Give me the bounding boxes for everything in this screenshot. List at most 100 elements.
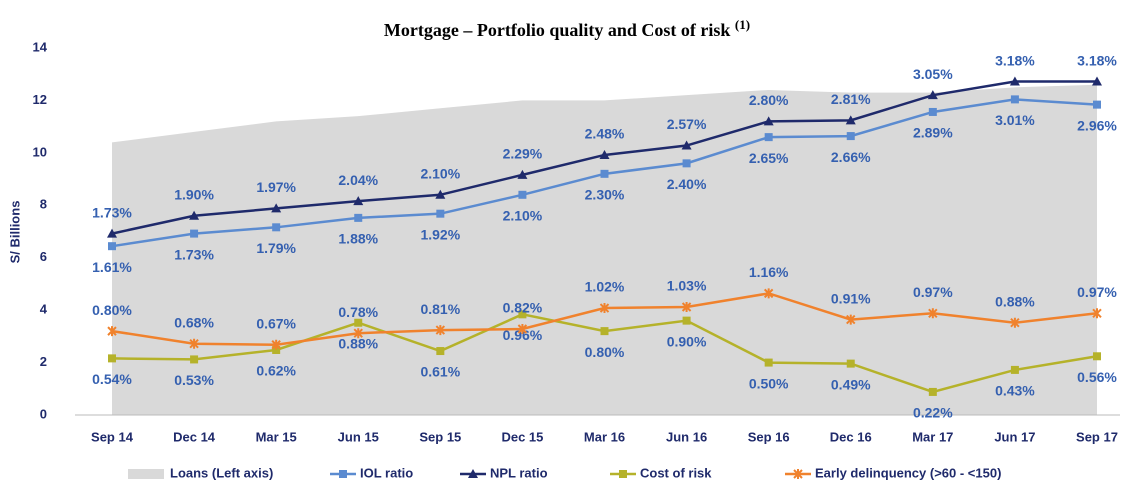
marker [682,159,691,168]
y-axis-label: S/ Billions [7,201,22,264]
marker [928,308,938,319]
marker [468,469,478,478]
marker [190,355,199,364]
data-label: 1.97% [256,179,296,195]
data-label: 1.73% [174,246,214,262]
marker [600,169,609,178]
data-label: 0.62% [256,363,296,379]
y-tick-label: 4 [40,302,48,317]
marker [1009,76,1020,86]
data-label: 1.61% [92,259,132,275]
marker [189,338,199,349]
marker [763,116,774,126]
marker [517,324,528,335]
marker [846,314,856,325]
data-label: 3.01% [995,112,1035,128]
data-label: 0.67% [256,315,296,331]
marker [107,326,117,337]
y-tick-label: 6 [40,249,47,264]
marker [681,140,692,150]
data-label: 2.48% [585,126,625,142]
data-label: 0.80% [585,344,625,360]
marker [518,190,527,199]
x-tick-label: Jun 17 [994,429,1035,444]
marker [189,210,200,220]
title-note: (1) [735,17,750,32]
data-label: 1.73% [92,204,132,220]
x-tick-label: Jun 15 [338,429,379,444]
marker [353,196,364,206]
data-label: 2.57% [667,116,707,132]
marker [354,213,363,222]
y-tick-label: 10 [33,144,47,159]
marker [1092,76,1102,86]
data-label: 2.80% [749,92,789,108]
marker [517,169,528,179]
marker [353,328,363,339]
data-label: 0.80% [92,302,132,318]
marker [793,469,803,479]
marker [339,470,347,478]
y-tick-label: 8 [40,197,47,212]
marker [764,133,773,142]
x-tick-label: Mar 16 [584,429,625,444]
x-tick-label: Jun 16 [666,429,707,444]
marker [435,325,446,336]
data-label: 0.68% [174,314,214,330]
marker [354,318,363,327]
marker [1010,95,1019,104]
marker [845,115,856,125]
marker [436,209,445,218]
data-label: 0.43% [995,383,1035,399]
data-label: 1.03% [667,278,707,294]
data-label: 2.10% [503,208,543,224]
data-label: 2.29% [503,146,543,162]
marker [600,327,609,336]
data-label: 3.18% [1077,52,1117,68]
x-tick-label: Dec 15 [501,429,543,444]
marker [108,354,116,363]
marker [619,470,627,478]
data-label: 0.49% [831,376,871,392]
legend-label: NPL ratio [490,465,548,480]
data-label: 0.90% [667,333,707,349]
marker [272,345,281,354]
data-label: 2.04% [338,172,378,188]
data-label: 2.96% [1077,117,1117,133]
data-label: 1.16% [749,264,789,280]
x-tick-label: Sep 14 [91,429,134,444]
marker [599,149,610,159]
data-label: 0.78% [338,304,378,320]
data-label: 3.05% [913,66,953,82]
data-label: 2.81% [831,91,871,107]
y-tick-label: 12 [33,92,47,107]
marker [518,310,527,319]
data-label: 2.10% [420,166,460,182]
title-text: Mortgage – Portfolio quality and Cost of… [384,20,730,40]
marker [1093,100,1101,109]
marker [846,359,855,368]
data-label: 0.54% [92,371,132,387]
marker [272,223,281,232]
marker [682,316,691,325]
data-label: 0.50% [749,375,789,391]
data-label: 1.79% [256,240,296,256]
marker [1010,365,1019,374]
marker [1092,308,1102,319]
x-tick-label: Mar 17 [912,429,953,444]
marker [764,358,773,367]
chart-title: Mortgage – Portfolio quality and Cost of… [384,17,750,40]
y-tick-label: 14 [33,39,48,54]
data-label: 0.88% [338,335,378,351]
legend-swatch [128,469,164,479]
marker [271,203,282,213]
data-label: 0.82% [503,300,543,316]
data-label: 0.61% [420,364,460,380]
marker [681,301,692,312]
marker [107,228,117,238]
x-tick-label: Sep 16 [748,429,790,444]
data-label: 0.96% [503,327,543,343]
marker [928,107,937,116]
marker [436,347,445,356]
